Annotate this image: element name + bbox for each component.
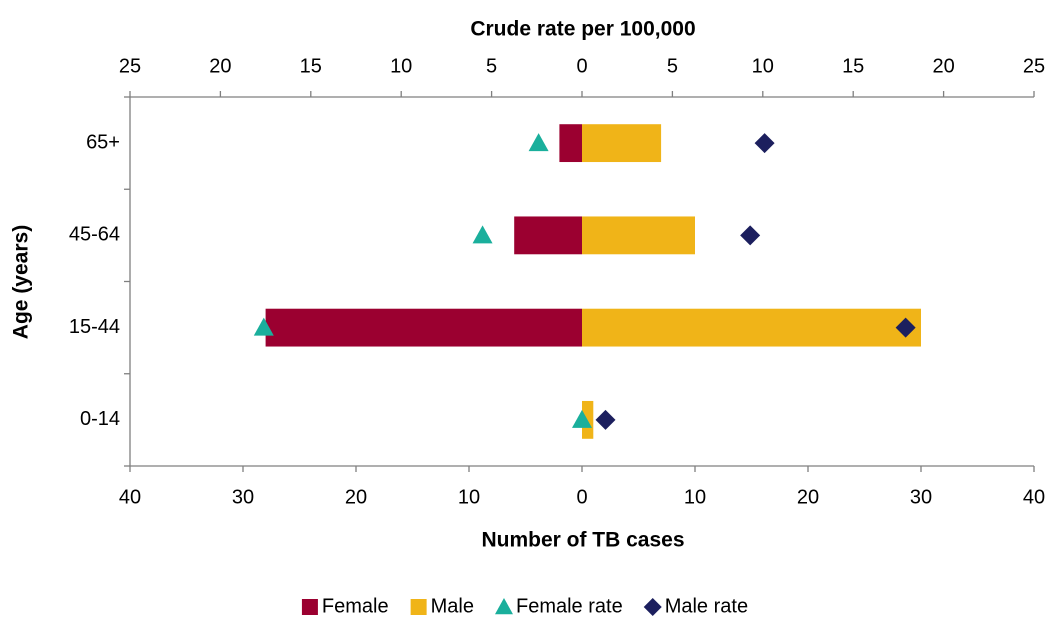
x-tick-label: 20 [345,486,367,508]
x2-tick-label: 25 [1023,55,1045,77]
bar [582,400,594,439]
triangle-marker [528,133,549,152]
y-tick-label: 0-14 [80,408,120,430]
legend-item: Male rate [643,595,748,617]
x2-tick-label: 15 [300,55,322,77]
x2-tick-label: 0 [576,55,587,77]
x2-tick-label: 5 [486,55,497,77]
legend-swatch [301,599,318,615]
legend-label: Male rate [665,595,748,617]
x-tick-label: 10 [684,486,706,508]
bar [582,308,921,347]
x-tick-label: 30 [910,486,932,508]
bar [582,216,695,255]
y-tick-label: 65+ [86,131,120,153]
diamond-marker [595,409,616,430]
diamond-marker [754,133,775,154]
x-axis-title: Number of TB cases [481,529,684,552]
legend-item: Female [301,595,389,617]
legend-item: Male [410,595,474,617]
x2-tick-label: 15 [842,55,864,77]
legend-label: Female [322,595,389,617]
triangle-marker [253,317,274,336]
x2-tick-label: 10 [390,55,412,77]
legend-swatch [494,598,513,615]
x-tick-label: 20 [797,486,819,508]
y-axis-title: Age (years) [10,225,33,339]
x2-tick-label: 20 [209,55,231,77]
triangle-marker [572,409,592,428]
legend-item: Female rate [494,595,623,617]
x2-tick-label: 25 [119,55,141,77]
legend: Female Male Female rate Male rate [301,595,748,617]
diamond-marker [740,225,761,246]
legend-swatch [643,598,662,616]
x-tick-label: 40 [119,486,141,508]
triangle-marker [472,225,493,244]
bar [582,124,662,163]
bar [559,124,582,163]
x2-tick-label: 10 [752,55,774,77]
bar [514,216,582,255]
x-tick-label: 10 [458,486,480,508]
x2-axis-title: Crude rate per 100,000 [470,18,695,41]
x-tick-label: 0 [576,486,587,508]
x2-tick-label: 5 [667,55,678,77]
legend-swatch [410,599,427,615]
x-tick-label: 30 [232,486,254,508]
y-tick-label: 15-44 [69,316,120,338]
diamond-marker [895,317,916,338]
x-tick-label: 40 [1023,486,1045,508]
bar [265,308,582,347]
x2-tick-label: 20 [932,55,954,77]
legend-label: Female rate [516,595,623,617]
y-tick-label: 45-64 [69,224,120,246]
legend-label: Male [431,595,474,617]
